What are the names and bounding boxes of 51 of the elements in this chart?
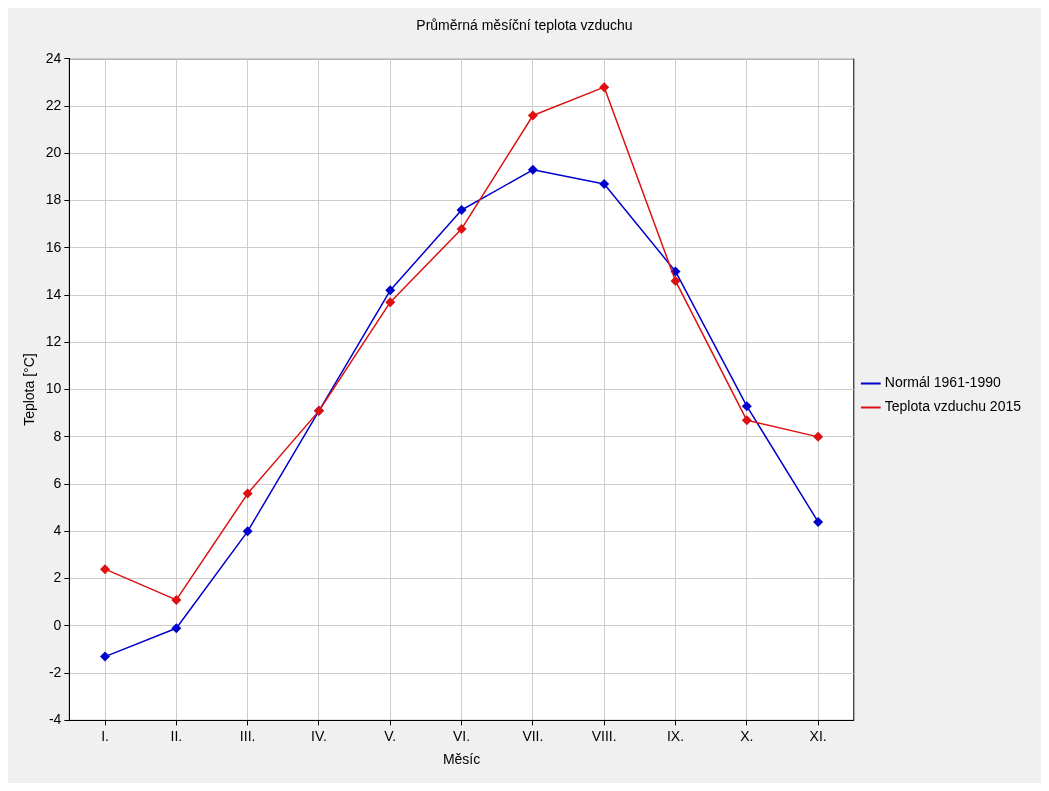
- y-tick-label: 22: [45, 96, 62, 113]
- x-tick-label: IX.: [666, 727, 685, 744]
- x-tick-label: III.: [239, 727, 256, 744]
- point: [527, 110, 538, 121]
- x-tick-label: XI.: [809, 727, 827, 744]
- point: [456, 223, 467, 234]
- y-tick-label: 18: [45, 191, 62, 208]
- y-tick-label: 6: [53, 474, 62, 491]
- x-tick-label: II.: [170, 727, 183, 744]
- x-tick-label: I.: [101, 727, 109, 744]
- point: [100, 564, 111, 575]
- y-tick-label: 0: [53, 616, 62, 633]
- point: [527, 164, 538, 175]
- point: [813, 516, 824, 527]
- x-tick-label: V.: [384, 727, 397, 744]
- point: [171, 623, 182, 634]
- x-tick-label: VI.: [453, 727, 471, 744]
- x-tick-label: X.: [740, 727, 754, 744]
- point: [670, 275, 681, 286]
- point: [813, 431, 824, 442]
- point: [456, 205, 467, 216]
- point: [670, 266, 681, 277]
- point: [599, 179, 610, 190]
- point: [385, 285, 396, 296]
- point: [599, 82, 610, 93]
- y-tick-label: 24: [45, 49, 62, 66]
- y-axis-title: Teplota [°C]: [21, 353, 38, 426]
- point: [171, 594, 182, 605]
- legend-label: Teplota vzduchu 2015: [884, 398, 1022, 415]
- y-tick-label: 14: [45, 285, 62, 302]
- y-tick-label: 12: [45, 333, 62, 350]
- y-tick-label: 10: [45, 380, 62, 397]
- point: [242, 526, 253, 537]
- y-tick-label: 16: [45, 238, 62, 255]
- point: [100, 651, 111, 662]
- y-tick-label: 2: [53, 569, 62, 586]
- x-tick-label: IV.: [311, 727, 327, 744]
- y-tick-label: 8: [53, 427, 62, 444]
- legend-label: Normál 1961-1990: [884, 374, 1001, 391]
- point: [741, 415, 752, 426]
- chart-title: Průměrná měsíční teplota vzduchu: [416, 17, 633, 34]
- x-axis-title: Měsíc: [442, 751, 481, 768]
- point: [741, 401, 752, 412]
- y-tick-label: -2: [48, 664, 62, 680]
- y-tick-label: 20: [45, 144, 62, 161]
- y-tick-label: -4: [48, 711, 62, 728]
- y-tick-label: 4: [53, 522, 62, 539]
- x-tick-label: VII.: [522, 727, 544, 744]
- x-tick-label: VIII.: [591, 727, 617, 744]
- point: [385, 297, 396, 308]
- point: [242, 488, 253, 499]
